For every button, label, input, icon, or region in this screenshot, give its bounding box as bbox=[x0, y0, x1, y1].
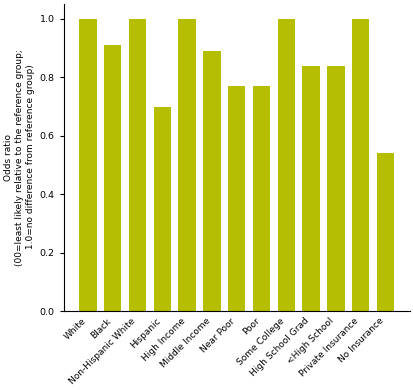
Bar bbox=[128, 19, 146, 312]
Bar bbox=[153, 106, 171, 312]
Bar bbox=[326, 66, 344, 312]
Bar bbox=[228, 86, 245, 312]
Bar bbox=[203, 51, 220, 312]
Bar bbox=[178, 19, 195, 312]
Bar bbox=[252, 86, 270, 312]
Bar bbox=[104, 45, 121, 312]
Bar bbox=[351, 19, 368, 312]
Bar bbox=[79, 19, 96, 312]
Y-axis label: Odds ratio
(00=least likely relative to the reference group;
 1.0=no difference : Odds ratio (00=least likely relative to … bbox=[4, 50, 35, 266]
Bar bbox=[376, 153, 393, 312]
Bar bbox=[277, 19, 294, 312]
Bar bbox=[301, 66, 319, 312]
